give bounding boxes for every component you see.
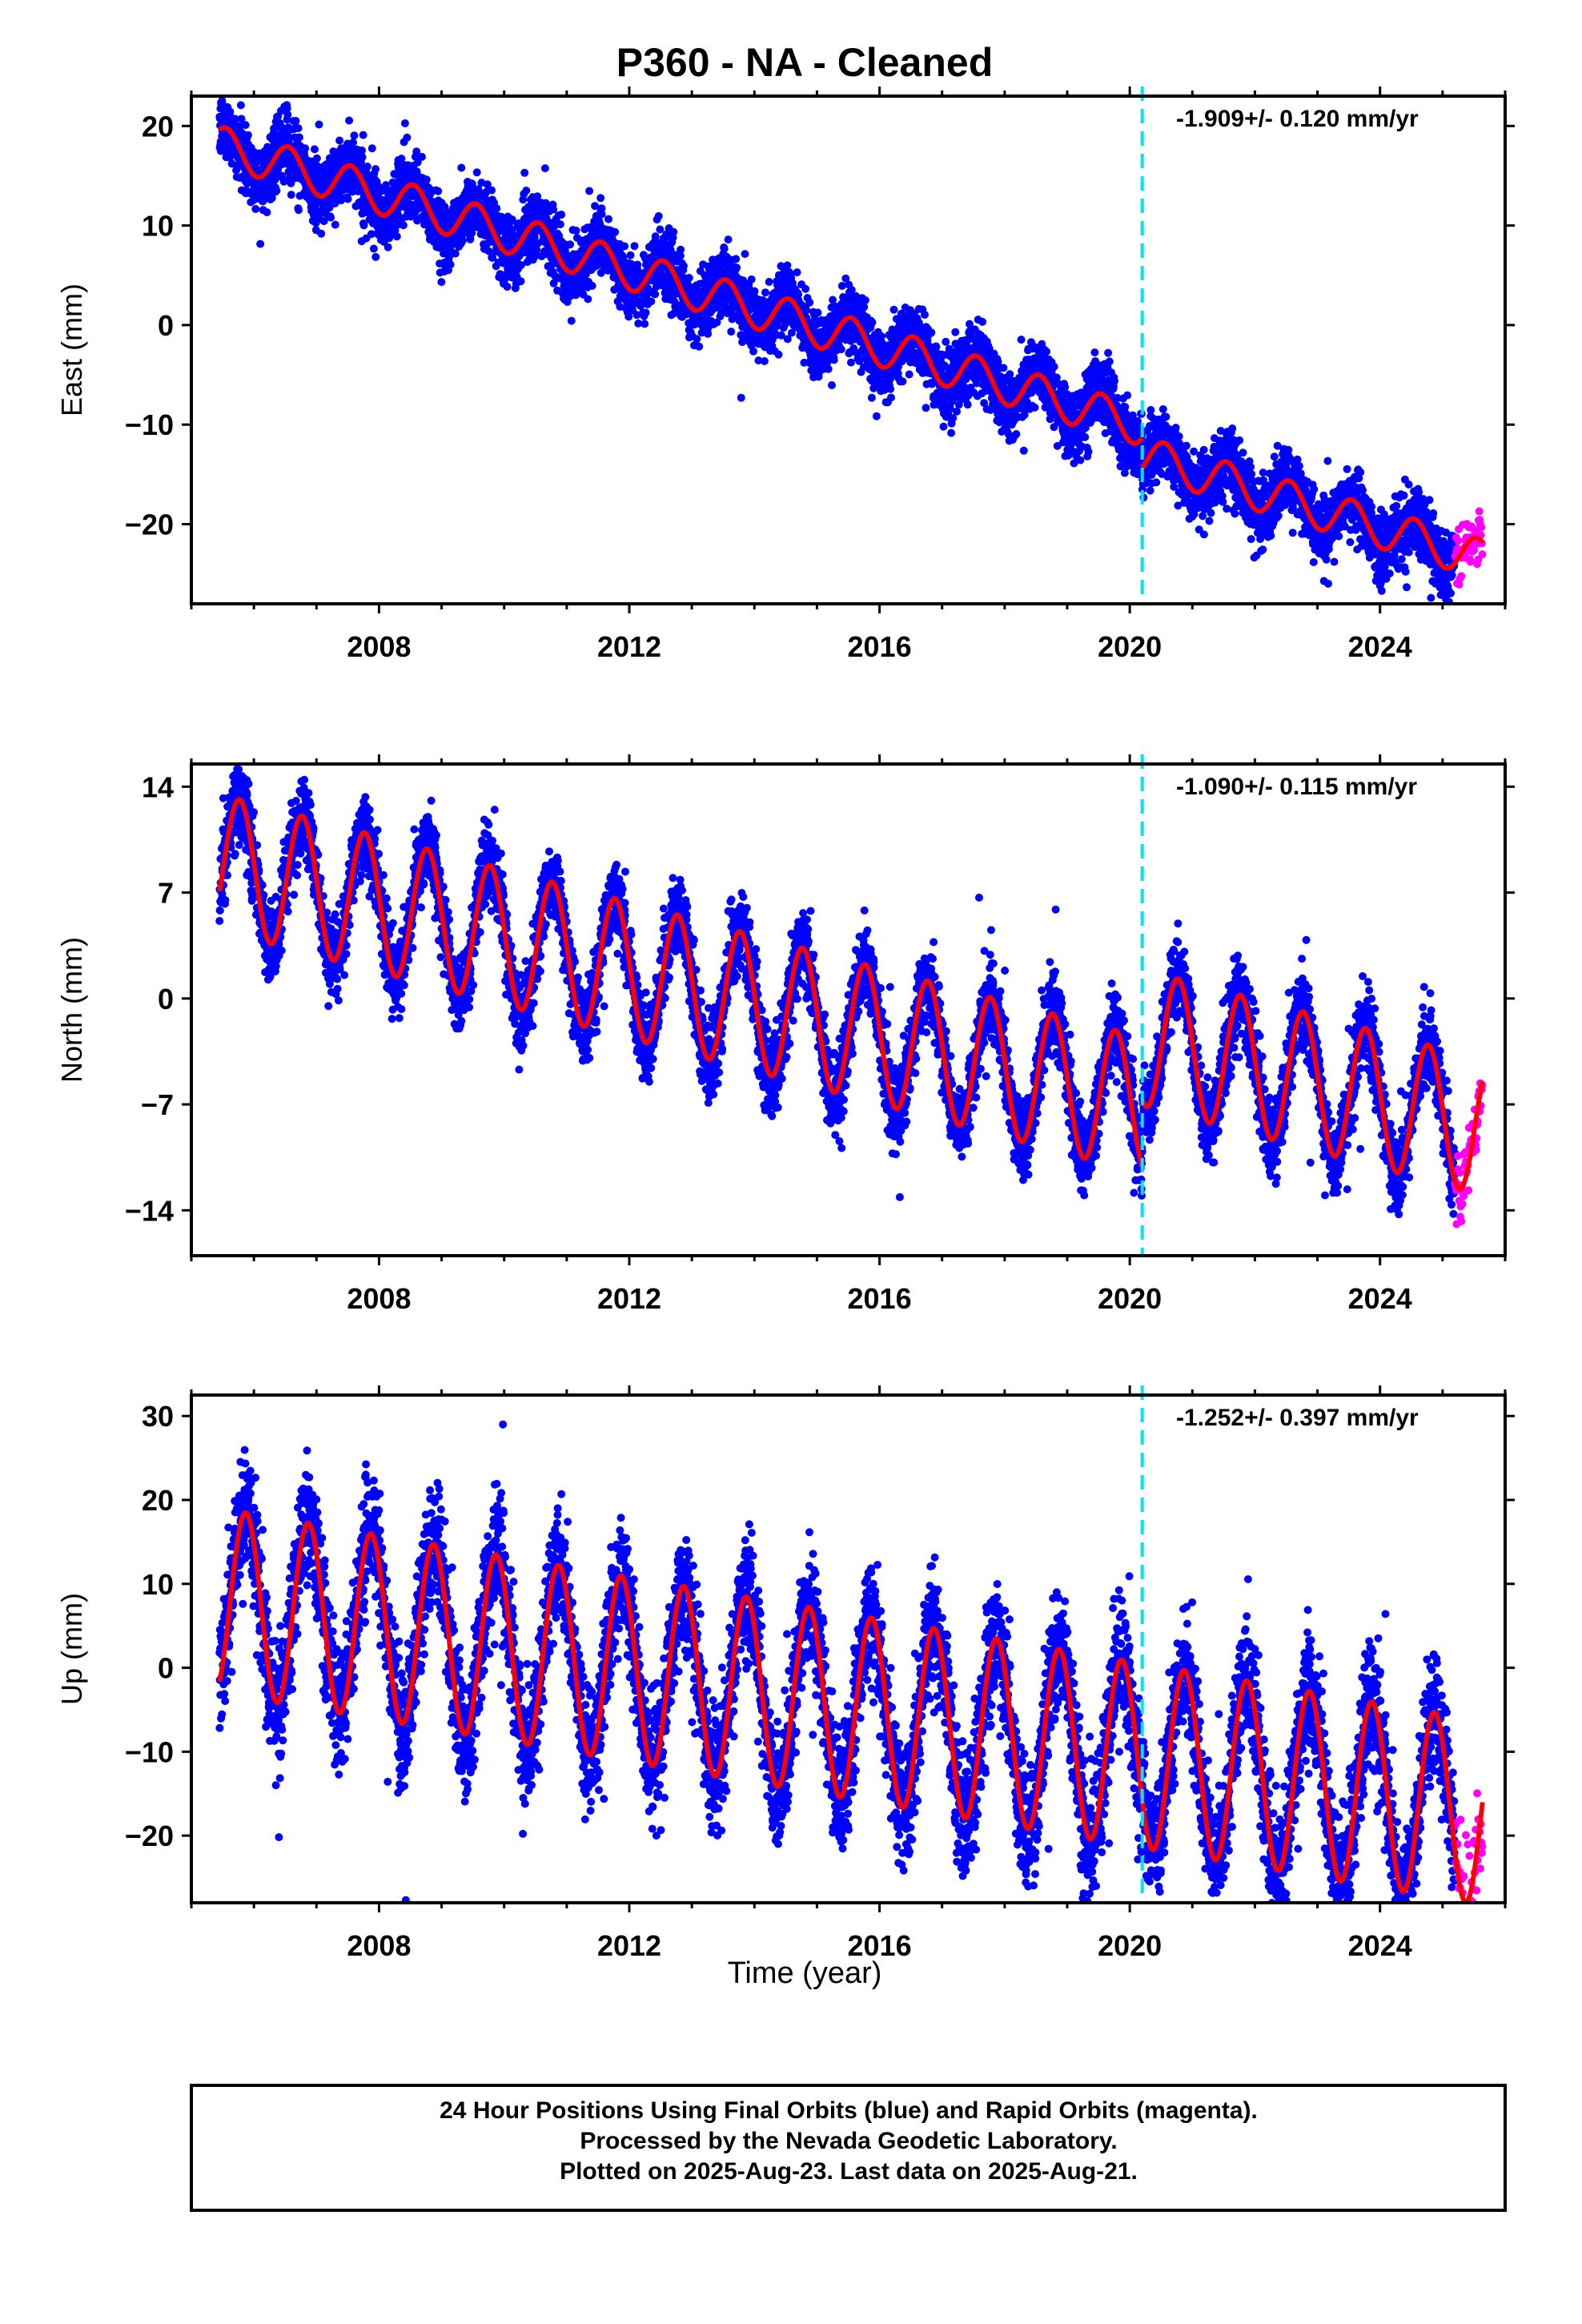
east-ytick-label: 20 — [142, 110, 174, 143]
north-xtick-label: 2012 — [597, 1282, 661, 1315]
up-final-orbit-points — [215, 1395, 1460, 1903]
east-ytick-label: 10 — [142, 210, 174, 243]
north-xtick-label: 2008 — [347, 1282, 411, 1315]
figure-title: P360 - NA - Cleaned — [616, 40, 994, 85]
east-y-axis-label: East (mm) — [55, 283, 88, 416]
up-model-curve — [217, 1510, 1485, 1903]
footer-line-1: 24 Hour Positions Using Final Orbits (bl… — [440, 2097, 1258, 2124]
east-xtick-label: 2024 — [1348, 630, 1412, 663]
up-y-axis-label: Up (mm) — [55, 1593, 88, 1705]
north-ytick-label: −14 — [125, 1194, 174, 1227]
east-plot-frame — [190, 94, 1507, 605]
footer-line-3: Plotted on 2025-Aug-23. Last data on 202… — [560, 2158, 1138, 2185]
up-xtick-label: 2020 — [1098, 1929, 1162, 1962]
footer-frame — [190, 2084, 1507, 2212]
up-ytick-label: 30 — [142, 1400, 174, 1433]
up-ytick-label: −10 — [125, 1735, 174, 1768]
north-xtick-label: 2016 — [848, 1282, 912, 1315]
north-panel: 2008 2012 2016 2020 2024 −14 −7 0 7 14 North (mm) -… — [55, 754, 1515, 1315]
up-plot-frame — [190, 1393, 1507, 1904]
north-plot-frame — [190, 762, 1507, 1257]
east-xtick-label: 2020 — [1098, 630, 1162, 663]
east-xtick-label: 2012 — [597, 630, 661, 663]
up-ytick-label: 20 — [142, 1484, 174, 1517]
north-ytick-label: 7 — [158, 877, 174, 910]
east-rapid-orbit-points — [1451, 507, 1487, 589]
up-xtick-label: 2024 — [1348, 1929, 1412, 1962]
north-model-curve — [217, 797, 1485, 1192]
east-ytick-label: −10 — [125, 408, 174, 441]
up-xtick-label: 2012 — [597, 1929, 661, 1962]
north-xtick-label: 2024 — [1348, 1282, 1412, 1315]
east-xtick-label: 2008 — [347, 630, 411, 663]
east-xtick-label: 2016 — [848, 630, 912, 663]
east-ytick-label: 0 — [158, 309, 174, 342]
east-model-curve — [217, 125, 1485, 571]
north-final-orbit-points — [215, 765, 1460, 1219]
footer-line-2: Processed by the Nevada Geodetic Laborat… — [580, 2128, 1117, 2154]
up-ytick-label: −20 — [125, 1819, 174, 1852]
east-final-orbit-points — [215, 96, 1460, 604]
north-ytick-label: 14 — [142, 770, 174, 803]
north-y-axis-label: North (mm) — [55, 937, 88, 1083]
north-ytick-label: 0 — [158, 983, 174, 1015]
east-panel: 2008 2012 2016 2020 2024 −20 −10 0 10 20 East (mm)… — [55, 86, 1515, 663]
up-xtick-label: 2016 — [848, 1929, 912, 1962]
north-ytick-label: −7 — [141, 1088, 174, 1121]
up-xtick-label: 2008 — [347, 1929, 411, 1962]
east-velocity-label: -1.909+/- 0.120 mm/yr — [1176, 106, 1419, 132]
east-ytick-label: −20 — [125, 509, 174, 541]
north-velocity-label: -1.090+/- 0.115 mm/yr — [1176, 774, 1417, 800]
footer-box: 24 Hour Positions Using Final Orbits (bl… — [190, 2084, 1507, 2212]
up-panel: 2008 2012 2016 2020 2024 −20 −10 0 10 20 30 Up (mm)… — [55, 1385, 1515, 1962]
north-xtick-label: 2020 — [1098, 1282, 1162, 1315]
up-ytick-label: 0 — [158, 1652, 174, 1685]
x-axis-label: Time (year) — [728, 1956, 882, 1990]
up-ytick-label: 10 — [142, 1568, 174, 1601]
up-velocity-label: -1.252+/- 0.397 mm/yr — [1176, 1405, 1419, 1431]
